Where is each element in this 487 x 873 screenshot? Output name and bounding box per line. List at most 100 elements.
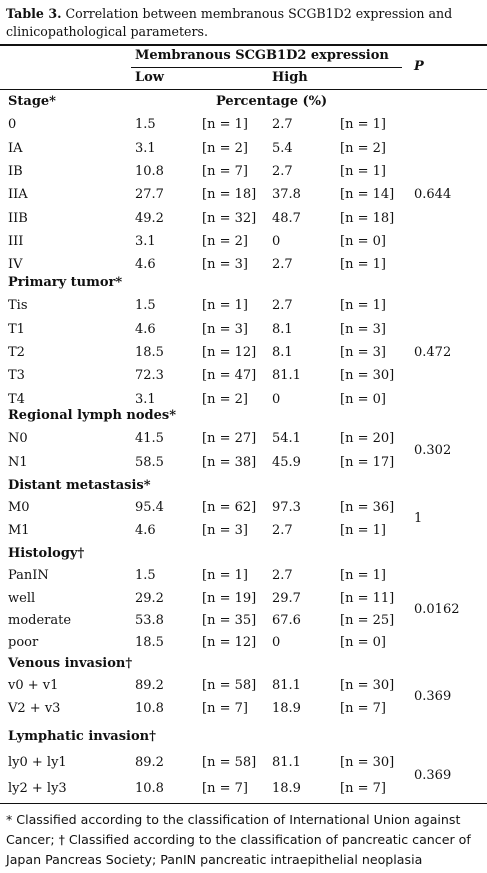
row-label: poor [8, 635, 39, 651]
row-label: IA [8, 140, 23, 156]
low-percentage: 53.8 [135, 612, 164, 628]
p-value: 0.644 [414, 187, 452, 203]
p-value: 0.0162 [414, 601, 460, 617]
high-percentage: 54.1 [272, 431, 301, 447]
section-title: Distant metastasis* [8, 478, 151, 493]
high-percentage: 37.8 [272, 187, 301, 203]
high-percentage: 18.9 [272, 700, 301, 716]
row-label: PanIN [8, 568, 49, 584]
low-percentage: 49.2 [135, 210, 164, 226]
low-percentage: 3.1 [135, 233, 156, 249]
high-count: [n = 1] [340, 522, 386, 538]
top-rule [0, 44, 487, 46]
row-label: ly0 + ly1 [8, 755, 67, 770]
high-count: [n = 1] [340, 298, 386, 314]
low-percentage: 3.1 [135, 140, 156, 156]
table-footnote: * Classified according to the classifica… [6, 812, 471, 867]
low-count: [n = 3] [202, 522, 248, 538]
high-percentage: 2.7 [272, 568, 293, 584]
low-count: [n = 7] [202, 781, 248, 796]
header-high: High [272, 70, 308, 85]
header-p: P [414, 59, 424, 74]
row-label: v0 + v1 [8, 678, 59, 694]
row-label: moderate [8, 612, 72, 628]
row-label: IV [8, 257, 23, 273]
high-count: [n = 3] [340, 344, 386, 360]
high-percentage: 8.1 [272, 321, 293, 337]
high-percentage: 2.7 [272, 522, 293, 538]
low-percentage: 89.2 [135, 678, 164, 694]
low-count: [n = 32] [202, 210, 257, 226]
low-count: [n = 12] [202, 344, 257, 360]
high-count: [n = 2] [340, 140, 386, 156]
low-percentage: 27.7 [135, 187, 164, 203]
high-count: [n = 1] [340, 568, 386, 584]
low-count: [n = 62] [202, 500, 257, 516]
low-count: [n = 1] [202, 568, 248, 584]
low-percentage: 1.5 [135, 117, 156, 133]
low-count: [n = 35] [202, 612, 257, 628]
high-percentage: 81.1 [272, 678, 301, 694]
section-title: Lymphatic invasion† [8, 729, 156, 744]
high-percentage: 18.9 [272, 781, 301, 796]
low-count: [n = 58] [202, 755, 257, 770]
p-value: 0.369 [414, 689, 452, 705]
row-label: well [8, 590, 36, 606]
row-label: N0 [8, 431, 28, 447]
low-percentage: 4.6 [135, 522, 156, 538]
row-label: M0 [8, 500, 30, 516]
low-count: [n = 7] [202, 163, 248, 179]
row-label: 0 [8, 117, 17, 133]
low-count: [n = 18] [202, 187, 257, 203]
high-percentage: 0 [272, 233, 281, 249]
row-label: N1 [8, 454, 28, 470]
header-low: Low [135, 70, 165, 85]
section-title: Regional lymph nodes* [8, 408, 177, 423]
row-label: V2 + v3 [8, 700, 61, 716]
row-label: M1 [8, 522, 30, 538]
low-percentage: 1.5 [135, 568, 156, 584]
high-percentage: 8.1 [272, 344, 293, 360]
p-value: 0.302 [414, 442, 452, 458]
low-percentage: 10.8 [135, 781, 164, 796]
low-count: [n = 3] [202, 321, 248, 337]
low-percentage: 4.6 [135, 321, 156, 337]
row-label: T4 [8, 391, 25, 407]
high-count: [n = 0] [340, 635, 386, 651]
low-count: [n = 1] [202, 298, 248, 314]
low-percentage: 10.8 [135, 163, 164, 179]
high-percentage: 81.1 [272, 755, 301, 770]
low-percentage: 95.4 [135, 500, 164, 516]
low-percentage: 29.2 [135, 590, 164, 606]
high-count: [n = 30] [340, 755, 395, 770]
high-percentage: 0 [272, 635, 281, 651]
high-count: [n = 7] [340, 700, 386, 716]
high-count: [n = 30] [340, 368, 395, 384]
high-count: [n = 30] [340, 678, 395, 694]
row-label: IIA [8, 187, 28, 203]
high-percentage: 67.6 [272, 612, 301, 628]
low-percentage: 41.5 [135, 431, 164, 447]
low-count: [n = 1] [202, 117, 248, 133]
table-caption: Table 3. Correlation between membranous … [6, 5, 484, 41]
group-underline [131, 67, 402, 68]
high-count: [n = 3] [340, 321, 386, 337]
high-count: [n = 1] [340, 257, 386, 273]
row-label: T2 [8, 344, 25, 360]
section-title: Stage* [8, 94, 56, 109]
header-group-label: Membranous SCGB1D2 expression [135, 48, 389, 63]
high-percentage: 5.4 [272, 140, 293, 156]
high-percentage: 2.7 [272, 163, 293, 179]
section-title: Histology† [8, 546, 85, 561]
high-count: [n = 25] [340, 612, 395, 628]
high-percentage: 2.7 [272, 257, 293, 273]
high-count: [n = 20] [340, 431, 395, 447]
high-count: [n = 0] [340, 391, 386, 407]
low-percentage: 18.5 [135, 635, 164, 651]
high-count: [n = 14] [340, 187, 395, 203]
low-count: [n = 27] [202, 431, 257, 447]
low-percentage: 3.1 [135, 391, 156, 407]
high-count: [n = 1] [340, 163, 386, 179]
low-count: [n = 2] [202, 140, 248, 156]
high-count: [n = 7] [340, 781, 386, 796]
